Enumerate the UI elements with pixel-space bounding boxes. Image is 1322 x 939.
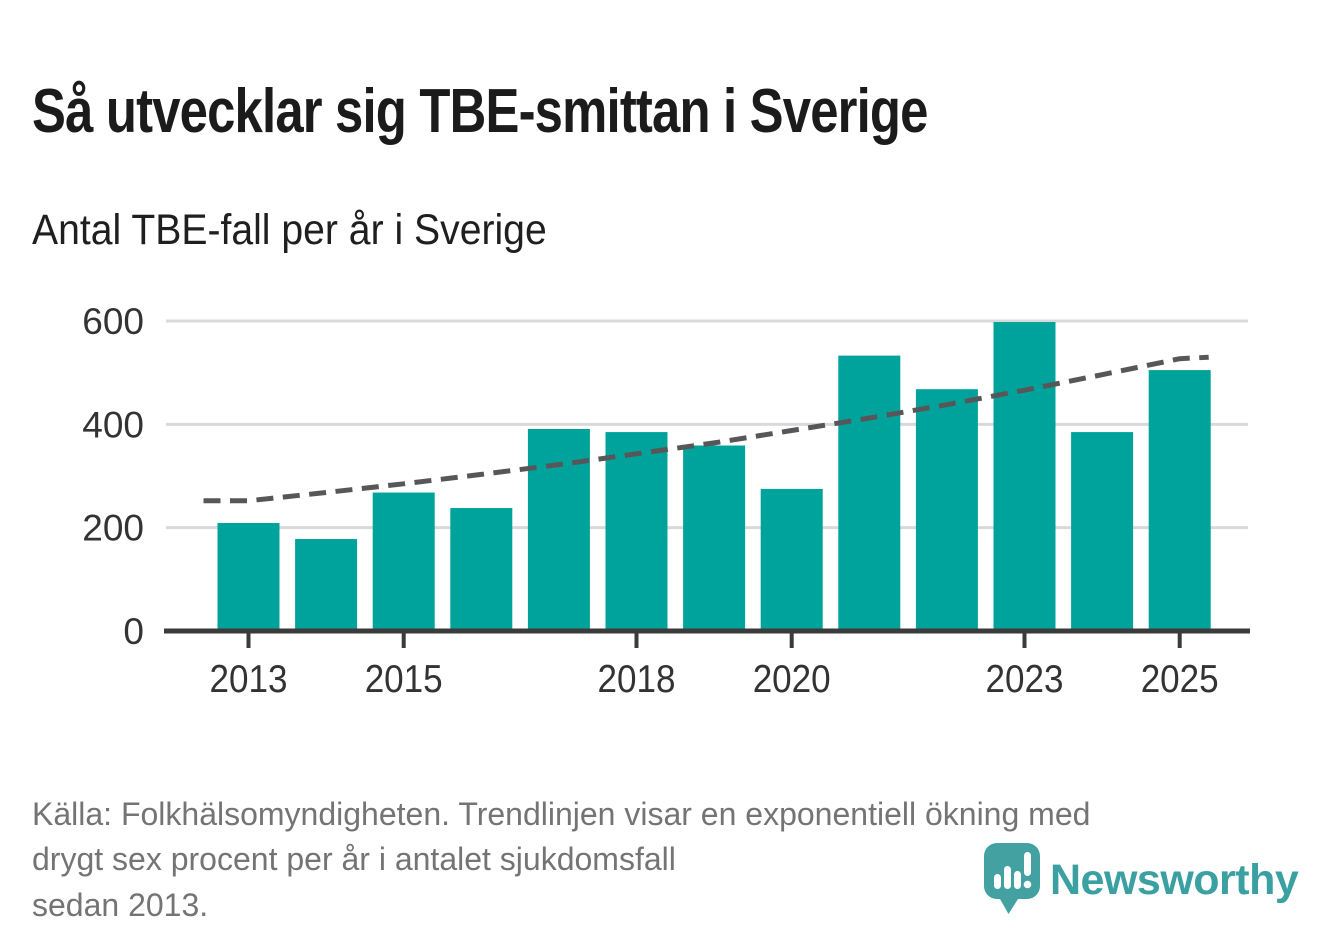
axes (164, 628, 1250, 648)
bar-2014 (295, 539, 358, 631)
x-tick-label-2015: 2015 (365, 658, 443, 701)
bar-2021 (838, 355, 901, 631)
x-tick-label-2025: 2025 (1141, 658, 1219, 701)
bar-2023 (993, 322, 1056, 631)
y-tick-label-200: 200 (82, 508, 144, 549)
axis-labels: 2013 2015 2018 2020 2023 2025 0 200 400 600 (82, 301, 1218, 701)
bar-2018 (605, 432, 668, 631)
newsworthy-pin-barchart-icon (984, 843, 1040, 914)
x-tick-label-2013: 2013 (210, 658, 288, 701)
y-tick-label-400: 400 (82, 404, 144, 445)
bar-2019 (683, 445, 746, 631)
bar-2013 (217, 523, 280, 631)
bar-2015 (372, 492, 435, 631)
bar-2022 (915, 389, 978, 631)
chart-subtitle: Antal TBE-fall per år i Sverige (32, 205, 547, 254)
bar-2025 (1148, 370, 1211, 631)
x-tick-label-2020: 2020 (753, 658, 831, 701)
brand-wordmark: Newsworthy (1050, 855, 1299, 904)
chart-title: Så utvecklar sig TBE-smittan i Sverige (32, 76, 928, 146)
y-tick-label-0: 0 (123, 611, 144, 652)
bar-2020 (760, 488, 823, 631)
bars (217, 322, 1211, 631)
trend-line (203, 354, 1209, 504)
bar-2024 (1071, 432, 1134, 631)
y-tick-label-600: 600 (82, 301, 144, 342)
newsworthy-brand: Newsworthy (984, 843, 1299, 917)
x-tick-label-2018: 2018 (598, 658, 676, 701)
source-note: Källa: Folkhälsomyndigheten. Trendlinjen… (32, 796, 1091, 923)
x-tick-label-2023: 2023 (986, 658, 1064, 701)
bar-2016 (450, 508, 513, 631)
trend-line-layer (203, 354, 1209, 504)
